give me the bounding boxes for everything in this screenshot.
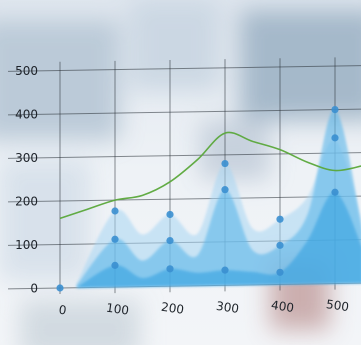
grid-hline-3 xyxy=(7,152,361,159)
y-tick-label: 200 xyxy=(15,195,38,209)
x-tick-label: 400 xyxy=(270,298,295,315)
marker-point xyxy=(221,186,229,194)
x-tick-label: 100 xyxy=(105,301,130,318)
y-tick-label: 100 xyxy=(15,238,38,252)
marker-point xyxy=(56,284,64,292)
marker-point xyxy=(111,207,119,215)
grid-hline-5 xyxy=(7,65,361,72)
y-tick-label: 500 xyxy=(15,64,38,78)
marker-point xyxy=(111,261,119,269)
series-green-line xyxy=(59,131,361,220)
markers xyxy=(56,106,339,292)
y-tick-label: 0 xyxy=(30,282,38,296)
series-area-mid xyxy=(76,109,361,288)
y-tick-label: 300 xyxy=(15,151,38,165)
x-tick-label: 300 xyxy=(215,299,240,316)
marker-point xyxy=(331,134,339,142)
areas xyxy=(76,109,361,288)
marker-point xyxy=(276,268,284,276)
x-tick-label: 500 xyxy=(325,297,350,314)
series-area-dark xyxy=(76,192,361,288)
grid-hline-2 xyxy=(7,195,361,203)
x-axis-tick-labels: 0 100 200 300 400 500 xyxy=(58,297,350,318)
y-tick-label: 400 xyxy=(15,108,38,122)
grid-hline-4 xyxy=(7,108,361,116)
marker-point xyxy=(111,235,119,243)
marker-point xyxy=(331,106,339,114)
x-tick-label: 0 xyxy=(58,303,68,318)
marker-point xyxy=(221,266,229,274)
marker-point xyxy=(166,236,174,245)
marker-point xyxy=(221,159,229,168)
marker-point xyxy=(276,241,284,249)
x-tick-label: 200 xyxy=(160,300,185,317)
marker-point xyxy=(166,210,174,219)
marker-point xyxy=(331,188,339,196)
y-axis-tick-labels: 0 100 200 300 400 500 xyxy=(15,64,38,296)
marker-point xyxy=(166,265,174,273)
lines xyxy=(59,131,361,220)
marker-point xyxy=(276,215,284,223)
